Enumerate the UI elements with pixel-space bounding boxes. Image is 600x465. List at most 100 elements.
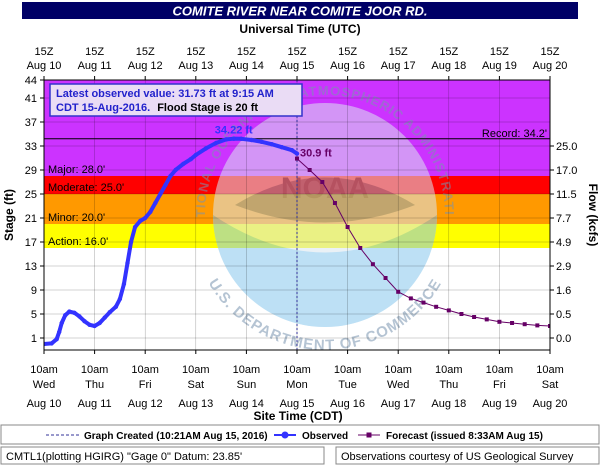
- top-tick-date: Aug 19: [482, 60, 517, 72]
- footer-source: Observations courtesy of US Geological S…: [341, 451, 574, 463]
- forecast-point: [295, 156, 299, 161]
- bottom-tick-time: 10am: [334, 364, 362, 376]
- bottom-tick-time: 10am: [81, 364, 109, 376]
- top-tick-date: Aug 14: [229, 60, 264, 72]
- observed-point: [173, 167, 178, 173]
- stage-tick-label: 25: [25, 189, 37, 201]
- observed-point: [63, 313, 68, 318]
- forecast-point: [459, 312, 464, 316]
- forecast-point: [522, 322, 527, 327]
- legend-forecast-marker: [366, 432, 372, 438]
- bottom-tick-date: Aug 18: [431, 398, 466, 410]
- observed-point: [87, 322, 92, 327]
- observed-point: [158, 191, 163, 197]
- observed-point: [72, 310, 77, 315]
- flow-tick-label: 25.0: [556, 141, 577, 153]
- bottom-tick-day: Sat: [188, 379, 205, 391]
- observed-point: [188, 157, 193, 162]
- forecast-point: [484, 317, 489, 322]
- band-label-major: Major: 28.0': [48, 164, 105, 176]
- top-tick-hour: 15Z: [35, 46, 54, 58]
- forecast-point: [358, 246, 363, 250]
- observed-point: [44, 341, 47, 347]
- stage-tick-label: 9: [31, 285, 37, 297]
- legend-observed-marker: [281, 431, 289, 439]
- bottom-tick-date: Aug 12: [128, 398, 163, 410]
- bottom-tick-date: Aug 13: [178, 398, 213, 410]
- top-tick-date: Aug 20: [533, 60, 568, 72]
- top-tick-hour: 15Z: [338, 46, 357, 58]
- flow-axis-label: Flow (kcfs): [586, 184, 600, 247]
- bottom-tick-time: 10am: [536, 364, 564, 376]
- observed-point: [117, 296, 123, 302]
- stage-tick-label: 1: [31, 333, 37, 345]
- flood-category-labels: Action: 16.0' Minor: 20.0' Moderate: 25.0'…: [48, 164, 124, 248]
- observed-point: [180, 161, 186, 167]
- bottom-tick-day: Wed: [33, 379, 55, 391]
- record-stage: Record: 34.2': [44, 128, 550, 140]
- band-label-moderate: Moderate: 25.0': [48, 182, 124, 194]
- observed-point: [239, 136, 244, 141]
- flow-tick-label: 7.7: [556, 213, 571, 225]
- top-tick-hour: 15Z: [186, 46, 205, 58]
- legend-forecast-label: Forecast (issued 8:33AM Aug 15): [386, 431, 543, 442]
- observed-point: [223, 137, 229, 142]
- observed-point: [279, 145, 285, 150]
- observed-point: [97, 320, 102, 326]
- observed-point: [59, 320, 64, 326]
- stage-tick-label: 44: [25, 75, 37, 87]
- info-flood-stage: Flood Stage is 20 ft: [157, 102, 258, 114]
- stage-tick-label: 5: [31, 309, 37, 321]
- forecast-point: [472, 315, 477, 319]
- observed-point: [56, 329, 62, 335]
- observed-point: [49, 341, 54, 346]
- observed-peak-label: 34.22 ft: [215, 125, 253, 137]
- bottom-tick-date: Aug 20: [533, 398, 568, 410]
- bottom-tick-date: Aug 11: [78, 398, 112, 410]
- info-date: CDT 15-Aug-2016.: [56, 102, 150, 114]
- site-time-axis-ticks: 10am Wed Aug 10 10am Thu Aug 11 10am Fri Aug 12 1…: [27, 350, 568, 410]
- top-axis-ticks: 15Z Aug 10 15Z Aug 11 15Z Aug 12 15Z Aug 13 15Z A…: [27, 46, 568, 80]
- bottom-tick-date: Aug 16: [330, 398, 365, 410]
- legend-observed-label: Observed: [302, 431, 348, 442]
- bottom-tick-time: 10am: [30, 364, 58, 376]
- observed-series: [44, 136, 300, 347]
- stage-tick-label: 29: [25, 165, 37, 177]
- top-tick-hour: 15Z: [85, 46, 104, 58]
- bottom-tick-date: Aug 17: [381, 398, 416, 410]
- forecast-point: [383, 276, 388, 280]
- chart-title: COMITE RIVER NEAR COMITE JOOR RD.: [173, 4, 428, 19]
- top-tick-date: Aug 13: [178, 60, 213, 72]
- observed-point: [153, 200, 158, 206]
- info-line-1: Latest observed value: 31.73 ft at 9:15 …: [56, 88, 274, 100]
- observed-point: [121, 281, 127, 287]
- top-tick-date: Aug 18: [431, 60, 466, 72]
- bottom-tick-day: Wed: [387, 379, 409, 391]
- observed-point: [203, 146, 209, 151]
- forecast-point: [446, 308, 451, 313]
- info-line-2: CDT 15-Aug-2016. Flood Stage is 20 ft: [56, 102, 258, 114]
- latest-observation-box: Latest observed value: 31.73 ft at 9:15 …: [49, 83, 303, 117]
- band-label-minor: Minor: 20.0': [48, 212, 105, 224]
- bottom-tick-day: Fri: [139, 379, 152, 391]
- observed-point: [67, 309, 72, 314]
- observed-point: [77, 314, 82, 319]
- bottom-tick-day: Mon: [286, 379, 307, 391]
- observed-point: [132, 224, 138, 230]
- forecast-point: [408, 296, 413, 301]
- forecast-point: [332, 201, 337, 205]
- bottom-tick-date: Aug 14: [229, 398, 264, 410]
- forecast-point: [345, 225, 350, 229]
- top-tick-hour: 15Z: [541, 46, 560, 58]
- bottom-tick-day: Thu: [439, 379, 458, 391]
- observed-point: [249, 137, 254, 143]
- observed-point: [113, 304, 119, 309]
- bottom-tick-day: Thu: [85, 379, 104, 391]
- flow-tick-label: 0.5: [556, 309, 571, 321]
- top-tick-date: Aug 17: [381, 60, 416, 72]
- bottom-tick-date: Aug 10: [27, 398, 62, 410]
- top-tick-date: Aug 12: [128, 60, 163, 72]
- stage-tick-label: 33: [25, 141, 37, 153]
- bottom-tick-time: 10am: [233, 364, 261, 376]
- footer-datum: CMTL1(plotting HGIRG) "Gage 0" Datum: 23…: [6, 451, 242, 463]
